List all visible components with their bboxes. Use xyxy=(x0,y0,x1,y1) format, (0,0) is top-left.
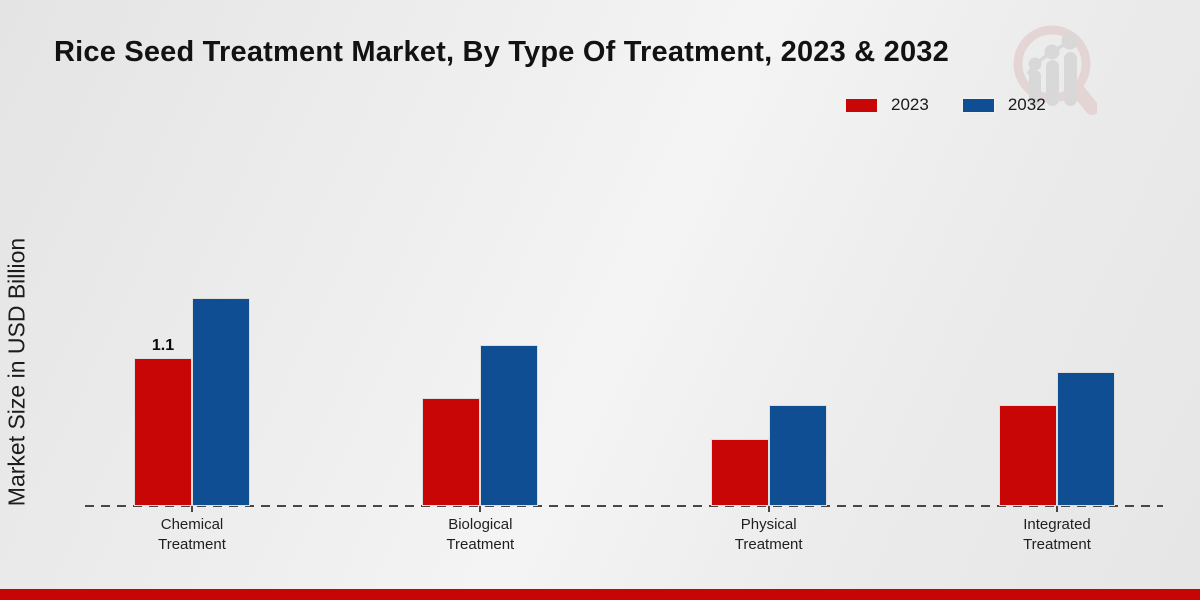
x-tick-label-integrated-treatment: Integrated Treatment xyxy=(1023,516,1091,554)
bar-2023-physical-treatment xyxy=(710,438,769,506)
chart-title: Rice Seed Treatment Market, By Type Of T… xyxy=(54,36,949,68)
legend-label-2023: 2023 xyxy=(891,95,929,114)
legend-label-2032: 2032 xyxy=(1007,95,1046,114)
bar-2023-integrated-treatment xyxy=(998,405,1057,506)
x-axis-tick xyxy=(1055,506,1058,512)
x-tick-label-physical-treatment: Physical Treatment xyxy=(734,516,803,554)
bar-2032-physical-treatment xyxy=(768,405,827,506)
bar-2032-integrated-treatment xyxy=(1056,371,1115,506)
bar-2032-biological-treatment xyxy=(480,344,539,506)
y-axis-label: Market Size in USD Billion xyxy=(3,237,30,507)
x-tick-label-chemical-treatment: Chemical Treatment xyxy=(158,516,226,554)
x-axis-tick xyxy=(191,506,193,512)
footer-red-band xyxy=(0,589,1200,600)
x-axis-tick xyxy=(479,506,482,512)
bar-2032-chemical-treatment xyxy=(192,297,250,506)
legend-item-2032: 2032 xyxy=(961,95,1046,115)
x-axis-dashed-line xyxy=(85,505,1163,507)
magnifier-bar-chart-logo-icon xyxy=(1013,25,1097,115)
x-axis-tick xyxy=(767,506,770,512)
bar-2023-chemical-treatment xyxy=(134,358,192,506)
legend-swatch-2023 xyxy=(845,97,878,113)
x-tick-label-biological-treatment: Biological Treatment xyxy=(446,516,515,554)
bar-2023-biological-treatment xyxy=(422,398,481,506)
legend-item-2023: 2023 xyxy=(845,95,929,115)
legend: 2023 2032 xyxy=(845,95,1046,115)
legend-swatch-2032 xyxy=(961,97,995,113)
bar-value-label: 1.1 xyxy=(151,337,175,355)
